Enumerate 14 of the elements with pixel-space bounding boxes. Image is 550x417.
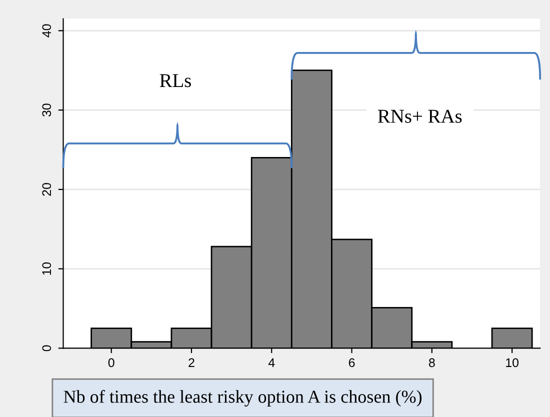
x-axis-title: Nb of times the least risky option A is chosen (%) xyxy=(64,390,422,407)
y-tick-label: 0 xyxy=(42,345,52,352)
y-tick-label: 20 xyxy=(42,182,52,196)
y-tick-label: 10 xyxy=(42,262,52,275)
x-tick-label: 6 xyxy=(348,358,355,368)
y-tick-label: 40 xyxy=(42,24,52,38)
x-tick-label: 0 xyxy=(108,358,114,368)
x-tick-label: 10 xyxy=(506,358,519,368)
annotation: RLs xyxy=(160,74,191,88)
x-tick-label: 4 xyxy=(268,358,275,367)
y-tick-label: 30 xyxy=(42,104,52,117)
annotation: RNs+ RAs xyxy=(378,110,462,123)
x-tick-label: 2 xyxy=(188,358,194,367)
x-tick-label: 8 xyxy=(428,358,435,368)
